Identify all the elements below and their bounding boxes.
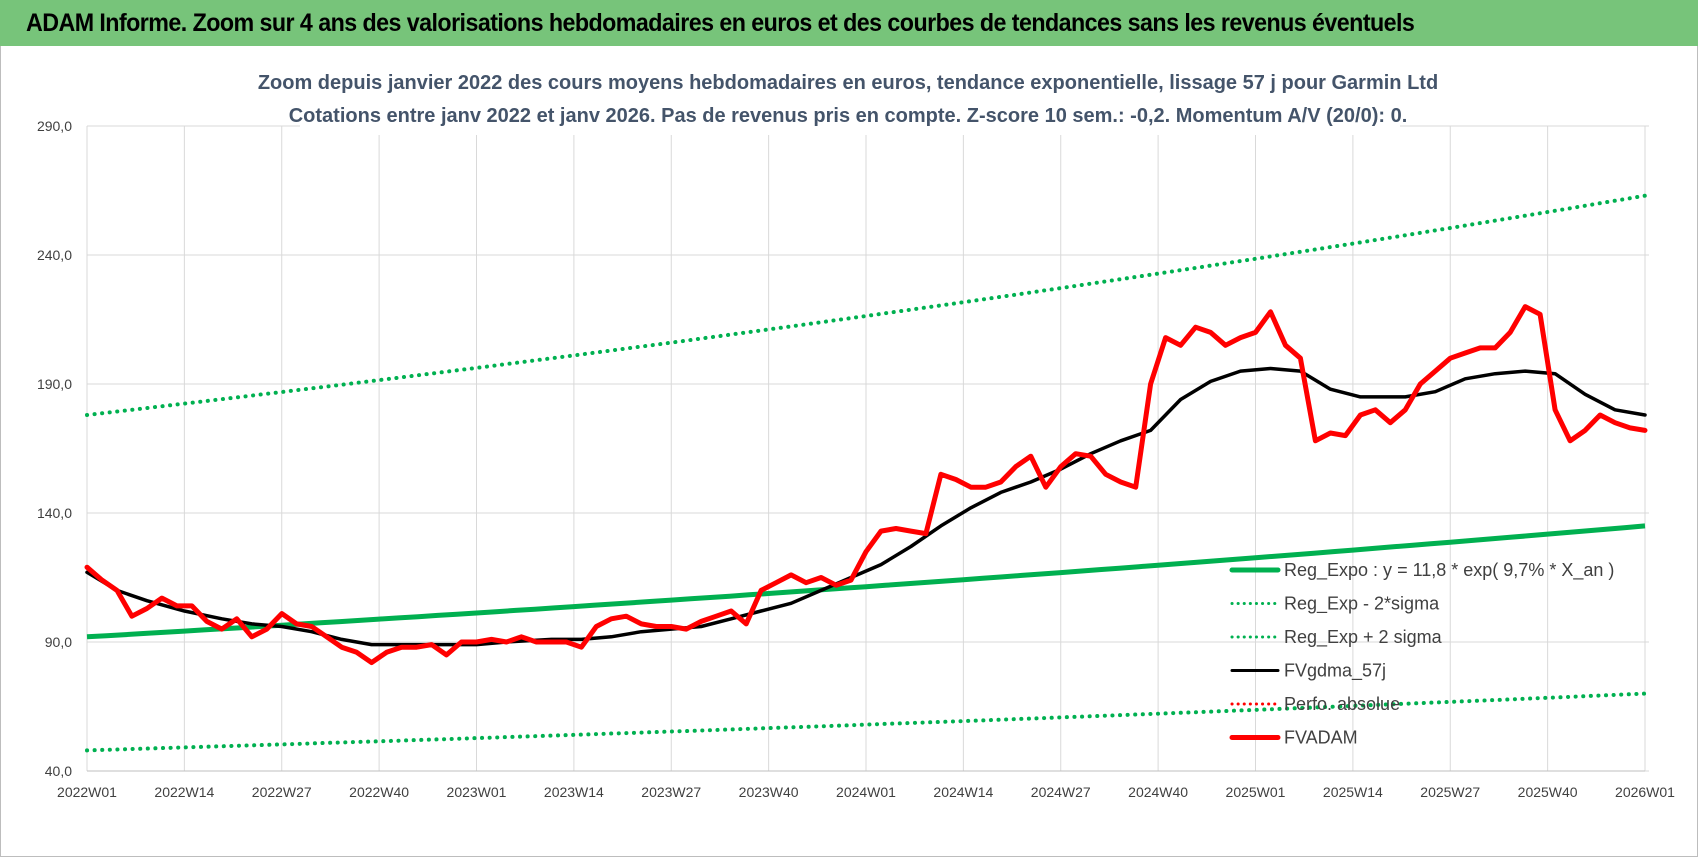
series-layer: [84, 193, 1648, 753]
y-tick-label: 290,0: [37, 118, 72, 134]
legend-label: Perfo. absolue: [1284, 694, 1400, 714]
x-tick-label: 2026W01: [1615, 784, 1675, 800]
y-tick-label: 240,0: [37, 247, 72, 263]
series-line-2: [85, 691, 1647, 753]
y-tick-label: 90,0: [45, 634, 72, 650]
series-line-4: [85, 366, 1647, 647]
x-tick-label: 2023W27: [641, 784, 701, 800]
x-tick-label: 2024W14: [933, 784, 993, 800]
chart-title: Zoom depuis janvier 2022 des cours moyen…: [258, 72, 1438, 94]
chart-subtitle: Cotations entre janv 2022 et janv 2026. …: [289, 105, 1408, 127]
series-line-1: [86, 523, 1646, 640]
legend-label: FVgdma_57j: [1284, 661, 1386, 682]
x-tick-label: 2025W14: [1323, 784, 1383, 800]
y-tick-label: 190,0: [37, 376, 72, 392]
x-tick-label: 2023W01: [447, 784, 507, 800]
x-tick-label: 2024W27: [1031, 784, 1091, 800]
header-banner: ADAM Informe. Zoom sur 4 ans des valoris…: [0, 0, 1698, 46]
y-tick-label: 140,0: [37, 505, 72, 521]
x-tick-label: 2025W27: [1420, 784, 1480, 800]
legend-label: Reg_Exp - 2*sigma: [1284, 594, 1440, 615]
axes: 40,0 90,0 140,0 190,0 240,0 290,0 2022W01 2022W…: [37, 118, 1675, 800]
x-tick-label: 2022W27: [252, 784, 312, 800]
x-tick-label: 2024W01: [836, 784, 896, 800]
series-line-5: [84, 304, 1648, 666]
grid: [86, 125, 1649, 772]
page-title: ADAM Informe. Zoom sur 4 ans des valoris…: [26, 9, 1415, 37]
x-tick-label: 2022W01: [57, 784, 117, 800]
legend: Reg_Expo : y = 11,8 * exp( 9,7% * X_an )…: [1229, 560, 1614, 748]
x-tick-label: 2025W01: [1226, 784, 1286, 800]
x-tick-label: 2024W40: [1128, 784, 1188, 800]
legend-label: Reg_Expo : y = 11,8 * exp( 9,7% * X_an ): [1284, 560, 1614, 581]
x-tick-label: 2023W40: [739, 784, 799, 800]
legend-label: Reg_Exp + 2 sigma: [1284, 627, 1443, 648]
x-tick-label: 2025W40: [1518, 784, 1578, 800]
x-tick-label: 2022W14: [154, 784, 214, 800]
subtitle-background: [300, 65, 1400, 135]
legend-label: FVADAM: [1284, 728, 1358, 748]
x-tick-label: 2022W40: [349, 784, 409, 800]
x-tick-label: 2023W14: [544, 784, 604, 800]
y-tick-label: 40,0: [45, 763, 72, 779]
